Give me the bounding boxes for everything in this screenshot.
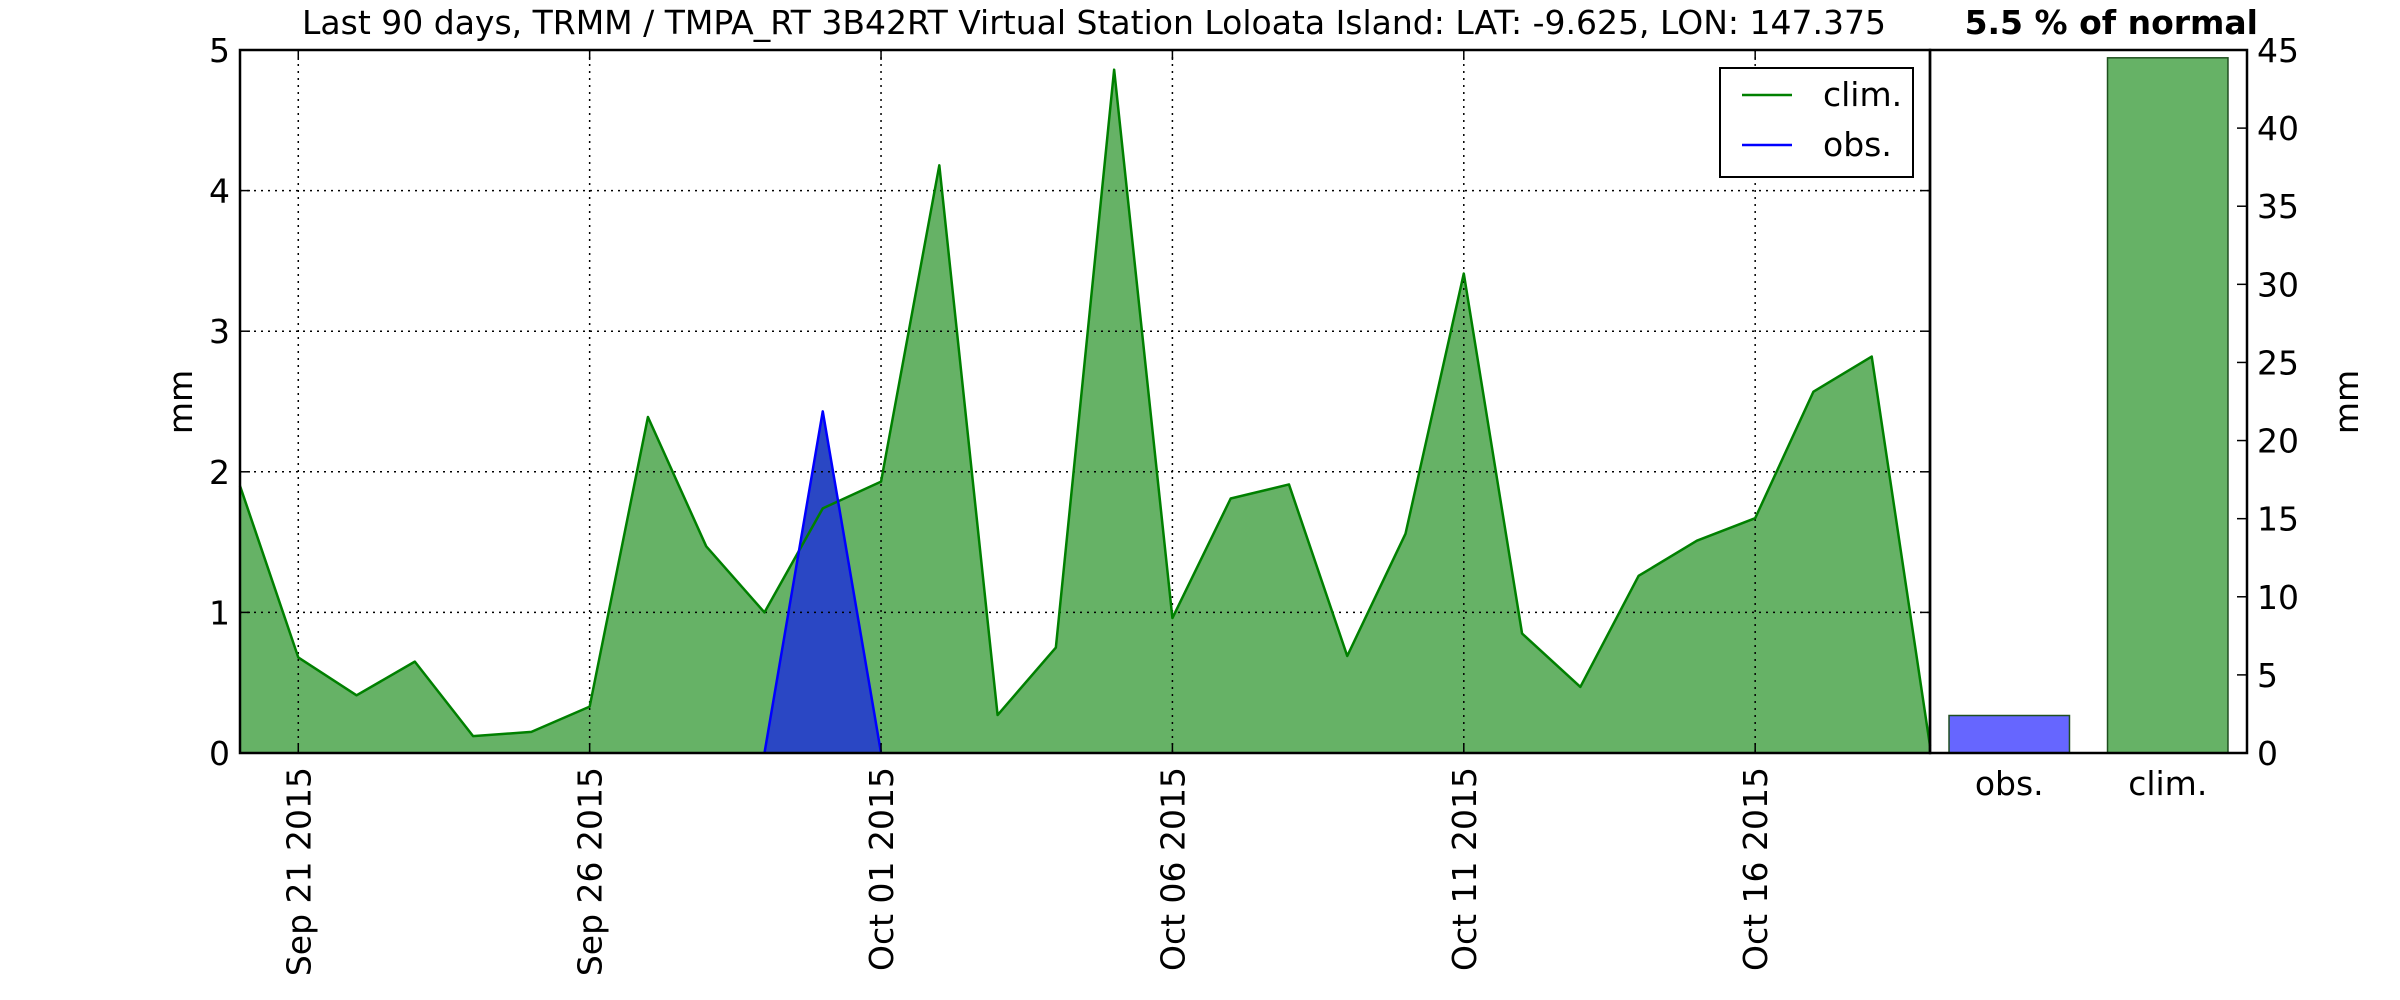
bar-marks xyxy=(1948,57,2229,754)
legend: clim. obs. xyxy=(1719,67,1914,178)
x-tick-label-1: Sep 26 2015 xyxy=(571,767,610,976)
main-series-lines xyxy=(238,68,1932,754)
y-tick-label-5: 5 xyxy=(209,31,230,70)
main-y-ticks: 0 1 2 3 4 5 xyxy=(209,31,1930,773)
x-tick-label-5: Oct 16 2015 xyxy=(1736,767,1775,971)
bar-clim xyxy=(2106,57,2229,754)
main-grid xyxy=(240,50,1930,753)
series-area-clim xyxy=(240,69,1930,753)
bar-y-axis-label: mm xyxy=(2327,370,2366,434)
y-tick-label-2: 2 xyxy=(209,453,230,492)
legend-label-obs: obs. xyxy=(1823,125,1892,164)
bar-y-tick-label-9: 45 xyxy=(2257,31,2299,70)
bar-category-label-clim: clim. xyxy=(2128,764,2207,803)
bar-y-tick-label-2: 10 xyxy=(2257,578,2299,617)
bar-y-ticks: 0 5 10 15 20 25 30 35 40 45 xyxy=(2237,31,2299,773)
chart-title: Last 90 days, TRMM / TMPA_RT 3B42RT Virt… xyxy=(302,3,1886,42)
y-tick-label-0: 0 xyxy=(209,734,230,773)
y-tick-label-4: 4 xyxy=(209,172,230,211)
series-line-clim xyxy=(238,68,1932,747)
bar-x-labels: obs. clim. xyxy=(1975,764,2207,803)
y-tick-label-1: 1 xyxy=(209,593,230,632)
bar-y-tick-label-4: 20 xyxy=(2257,422,2299,461)
x-tick-label-0: Sep 21 2015 xyxy=(279,767,318,976)
bar-plot-frame xyxy=(1928,48,2249,755)
legend-label-clim: clim. xyxy=(1823,75,1902,114)
bar-y-tick-label-8: 40 xyxy=(2257,109,2299,148)
bar-obs xyxy=(1948,714,2071,754)
legend-box xyxy=(1719,67,1914,178)
series-area-obs xyxy=(764,411,882,753)
main-x-ticks: Sep 21 2015 Sep 26 2015 Oct 01 2015 Oct 06 … xyxy=(279,50,1775,976)
main-y-axis-label: mm xyxy=(161,370,200,434)
y-tick-label-3: 3 xyxy=(209,312,230,351)
x-tick-label-3: Oct 06 2015 xyxy=(1153,767,1192,971)
bar-category-label-obs: obs. xyxy=(1975,764,2044,803)
bar-y-tick-label-7: 35 xyxy=(2257,187,2299,226)
bar-y-tick-label-1: 5 xyxy=(2257,656,2278,695)
bar-y-tick-label-0: 0 xyxy=(2257,734,2278,773)
bar-y-tick-label-5: 25 xyxy=(2257,343,2299,382)
x-tick-label-4: Oct 11 2015 xyxy=(1445,767,1484,971)
main-series-fills xyxy=(240,69,1930,753)
x-tick-label-2: Oct 01 2015 xyxy=(862,767,901,971)
bar-y-tick-label-6: 30 xyxy=(2257,265,2299,304)
percent-of-normal-title: 5.5 % of normal xyxy=(1965,3,2258,42)
bar-y-tick-label-3: 15 xyxy=(2257,500,2299,539)
